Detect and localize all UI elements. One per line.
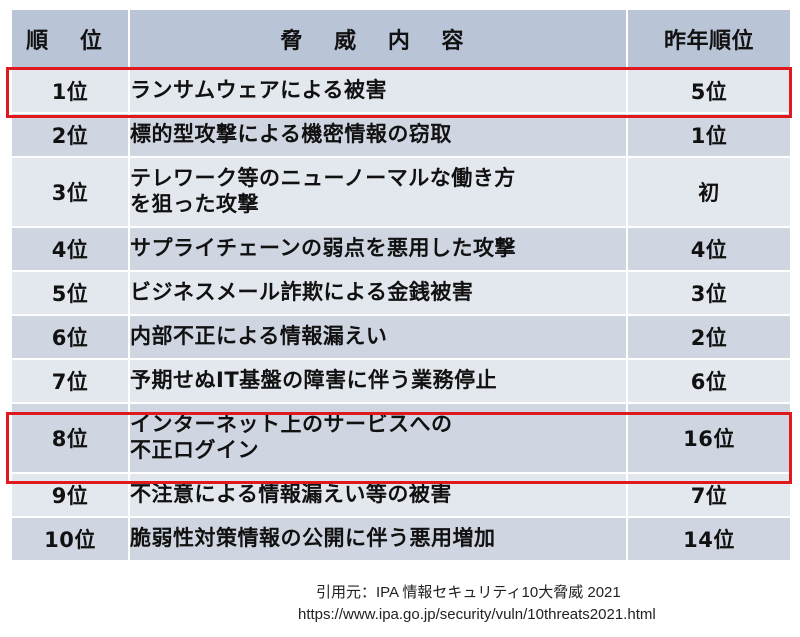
threat-cell: 脆弱性対策情報の公開に伴う悪用増加 xyxy=(128,516,628,562)
rank-cell: 3位 xyxy=(10,156,130,228)
rank-cell: 6位 xyxy=(10,314,130,360)
threat-line-1: テレワーク等のニューノーマルな働き方 xyxy=(130,166,516,191)
table-header-row: 順 位 脅 威 内 容 昨年順位 xyxy=(10,8,792,70)
threat-cell: サプライチェーンの弱点を悪用した攻撃 xyxy=(128,226,628,272)
header-rank: 順 位 xyxy=(10,8,130,70)
threat-cell: ビジネスメール詐欺による金銭被害 xyxy=(128,270,628,316)
rank-cell: 9位 xyxy=(10,472,130,518)
threat-cell: 標的型攻撃による機密情報の窃取 xyxy=(128,112,628,158)
citation: 引用元：IPA 情報セキュリティ10大脅威 2021 https://www.i… xyxy=(298,582,656,626)
table-row: 2位 標的型攻撃による機密情報の窃取 1位 xyxy=(10,112,792,158)
table-row: 1位 ランサムウェアによる被害 5位 xyxy=(10,68,792,114)
previous-rank-cell: 2位 xyxy=(626,314,792,360)
rank-cell: 5位 xyxy=(10,270,130,316)
threat-cell: 予期せぬIT基盤の障害に伴う業務停止 xyxy=(128,358,628,404)
table-row: 3位 テレワーク等のニューノーマルな働き方 を狙った攻撃 初 xyxy=(10,156,792,228)
table-row: 7位 予期せぬIT基盤の障害に伴う業務停止 6位 xyxy=(10,358,792,404)
table-row: 5位 ビジネスメール詐欺による金銭被害 3位 xyxy=(10,270,792,316)
table-row: 6位 内部不正による情報漏えい 2位 xyxy=(10,314,792,360)
threat-cell: テレワーク等のニューノーマルな働き方 を狙った攻撃 xyxy=(128,156,628,228)
threat-line-2: 不正ログイン xyxy=(130,438,259,462)
previous-rank-cell: 7位 xyxy=(626,472,792,518)
previous-rank-cell: 5位 xyxy=(626,68,792,114)
header-threat: 脅 威 内 容 xyxy=(128,8,628,70)
threat-line-2: を狙った攻撃 xyxy=(130,192,259,216)
previous-rank-cell: 14位 xyxy=(626,516,792,562)
threat-ranking-table: 順 位 脅 威 内 容 昨年順位 1位 ランサムウェアによる被害 5位 2位 標… xyxy=(10,8,792,562)
citation-source: 引用元：IPA 情報セキュリティ10大脅威 2021 xyxy=(316,584,621,601)
previous-rank-cell: 初 xyxy=(626,156,792,228)
rank-cell: 7位 xyxy=(10,358,130,404)
table-row: 10位 脆弱性対策情報の公開に伴う悪用増加 14位 xyxy=(10,516,792,562)
rank-cell: 4位 xyxy=(10,226,130,272)
citation-url: https://www.ipa.go.jp/security/vuln/10th… xyxy=(298,606,656,623)
threat-cell: ランサムウェアによる被害 xyxy=(128,68,628,114)
rank-cell: 8位 xyxy=(10,402,130,474)
rank-cell: 10位 xyxy=(10,516,130,562)
previous-rank-cell: 4位 xyxy=(626,226,792,272)
header-previous-rank: 昨年順位 xyxy=(626,8,792,70)
table-row: 9位 不注意による情報漏えい等の被害 7位 xyxy=(10,472,792,518)
rank-cell: 1位 xyxy=(10,68,130,114)
previous-rank-cell: 6位 xyxy=(626,358,792,404)
rank-cell: 2位 xyxy=(10,112,130,158)
table-row: 4位 サプライチェーンの弱点を悪用した攻撃 4位 xyxy=(10,226,792,272)
table-row: 8位 インターネット上のサービスへの 不正ログイン 16位 xyxy=(10,402,792,474)
previous-rank-cell: 16位 xyxy=(626,402,792,474)
threat-cell: 不注意による情報漏えい等の被害 xyxy=(128,472,628,518)
previous-rank-cell: 1位 xyxy=(626,112,792,158)
threat-cell: 内部不正による情報漏えい xyxy=(128,314,628,360)
threat-cell: インターネット上のサービスへの 不正ログイン xyxy=(128,402,628,474)
previous-rank-cell: 3位 xyxy=(626,270,792,316)
threat-line-1: インターネット上のサービスへの xyxy=(130,412,453,437)
